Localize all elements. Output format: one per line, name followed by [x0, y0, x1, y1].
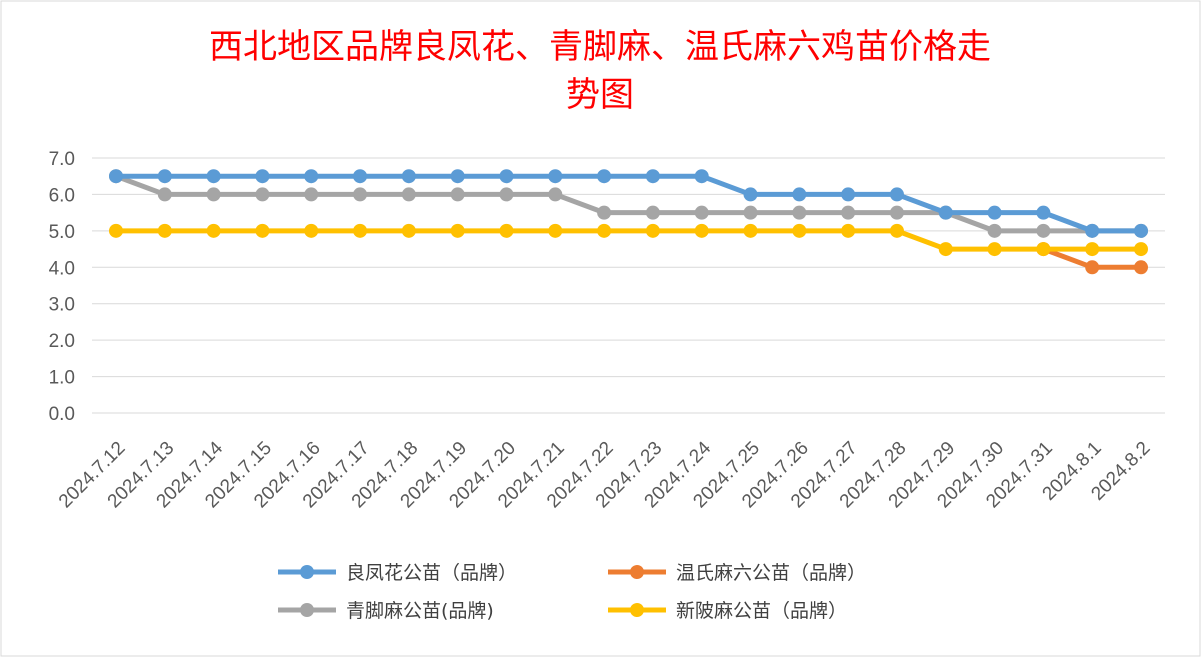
data-point: [548, 187, 563, 202]
data-point: [694, 205, 709, 220]
data-point: [255, 223, 270, 238]
data-point: [401, 187, 416, 202]
y-axis-ticks: 0.0 1.0 2.0 3.0 4.0 5.0 6.0 7.0: [49, 149, 75, 425]
data-point: [499, 169, 514, 184]
data-point: [792, 223, 807, 238]
data-point: [1085, 223, 1100, 238]
data-point: [743, 187, 758, 202]
legend-item: 青脚麻公苗(品牌): [278, 600, 494, 622]
y-tick-label: 0.0: [49, 404, 75, 425]
data-point: [645, 223, 660, 238]
data-point: [548, 169, 563, 184]
data-point: [889, 223, 904, 238]
y-tick-label: 1.0: [49, 368, 75, 389]
data-point: [157, 169, 172, 184]
series-line: [113, 228, 1144, 252]
data-point: [987, 242, 1002, 257]
legend-swatch-marker: [630, 565, 644, 579]
data-point: [694, 169, 709, 184]
data-point: [645, 205, 660, 220]
data-point: [1036, 242, 1051, 257]
chart-title-line2: 势图: [566, 75, 634, 115]
y-tick-label: 6.0: [49, 185, 75, 206]
data-point: [987, 205, 1002, 220]
data-point: [889, 205, 904, 220]
data-point: [157, 223, 172, 238]
data-point: [743, 205, 758, 220]
data-point: [353, 223, 368, 238]
legend-swatch-marker: [300, 603, 314, 617]
data-point: [109, 223, 123, 238]
data-point: [353, 187, 368, 202]
legend-swatch-marker: [300, 565, 314, 579]
data-point: [304, 169, 319, 184]
data-point: [206, 223, 221, 238]
data-point: [401, 169, 416, 184]
data-point: [499, 187, 514, 202]
legend-swatch-marker: [630, 603, 644, 617]
data-point: [450, 223, 465, 238]
data-point: [206, 187, 221, 202]
legend-label: 青脚麻公苗(品牌): [346, 600, 494, 622]
data-point: [841, 223, 856, 238]
data-point: [597, 169, 612, 184]
legend-label: 温氏麻六公苗（品牌）: [676, 562, 866, 584]
data-point: [694, 223, 709, 238]
data-point: [597, 223, 612, 238]
data-point: [987, 223, 1002, 238]
y-tick-label: 2.0: [49, 331, 75, 352]
series-lines: [109, 169, 1148, 275]
data-point: [938, 205, 953, 220]
data-point: [109, 169, 123, 184]
data-point: [792, 187, 807, 202]
data-point: [1036, 205, 1051, 220]
y-tick-label: 3.0: [49, 295, 75, 316]
data-point: [938, 242, 953, 257]
data-point: [841, 205, 856, 220]
legend-item: 良凤花公苗（品牌）: [278, 562, 517, 584]
series-3: [109, 223, 1148, 257]
series-line: [113, 173, 1144, 234]
data-point: [889, 187, 904, 202]
data-point: [1085, 260, 1100, 275]
data-point: [206, 169, 221, 184]
y-tick-label: 4.0: [49, 258, 75, 279]
data-point: [548, 223, 563, 238]
data-point: [255, 169, 270, 184]
data-point: [597, 205, 612, 220]
data-point: [450, 187, 465, 202]
series-0: [109, 169, 1148, 238]
data-point: [1134, 223, 1148, 238]
data-point: [499, 223, 514, 238]
data-point: [304, 223, 319, 238]
data-point: [792, 205, 807, 220]
series-line: [113, 173, 1144, 234]
data-point: [304, 187, 319, 202]
data-point: [157, 187, 172, 202]
y-tick-label: 5.0: [49, 222, 75, 243]
data-point: [841, 187, 856, 202]
legend-label: 新陂麻公苗（品牌）: [676, 600, 847, 622]
y-tick-label: 7.0: [49, 149, 75, 170]
legend-item: 温氏麻六公苗（品牌）: [608, 562, 866, 584]
legend-label: 良凤花公苗（品牌）: [346, 562, 517, 584]
legend: 良凤花公苗（品牌） 温氏麻六公苗（品牌） 青脚麻公苗(品牌) 新陂麻公苗（品牌）: [278, 562, 866, 622]
data-point: [645, 169, 660, 184]
data-point: [353, 169, 368, 184]
chart-title-line1: 西北地区品牌良凤花、青脚麻、温氏麻六鸡苗价格走: [209, 27, 991, 67]
data-point: [743, 223, 758, 238]
data-point: [401, 223, 416, 238]
legend-item: 新陂麻公苗（品牌）: [608, 600, 847, 622]
data-point: [1134, 260, 1148, 275]
data-point: [450, 169, 465, 184]
data-point: [255, 187, 270, 202]
data-point: [1036, 223, 1051, 238]
data-point: [1134, 242, 1148, 257]
data-point: [1085, 242, 1100, 257]
